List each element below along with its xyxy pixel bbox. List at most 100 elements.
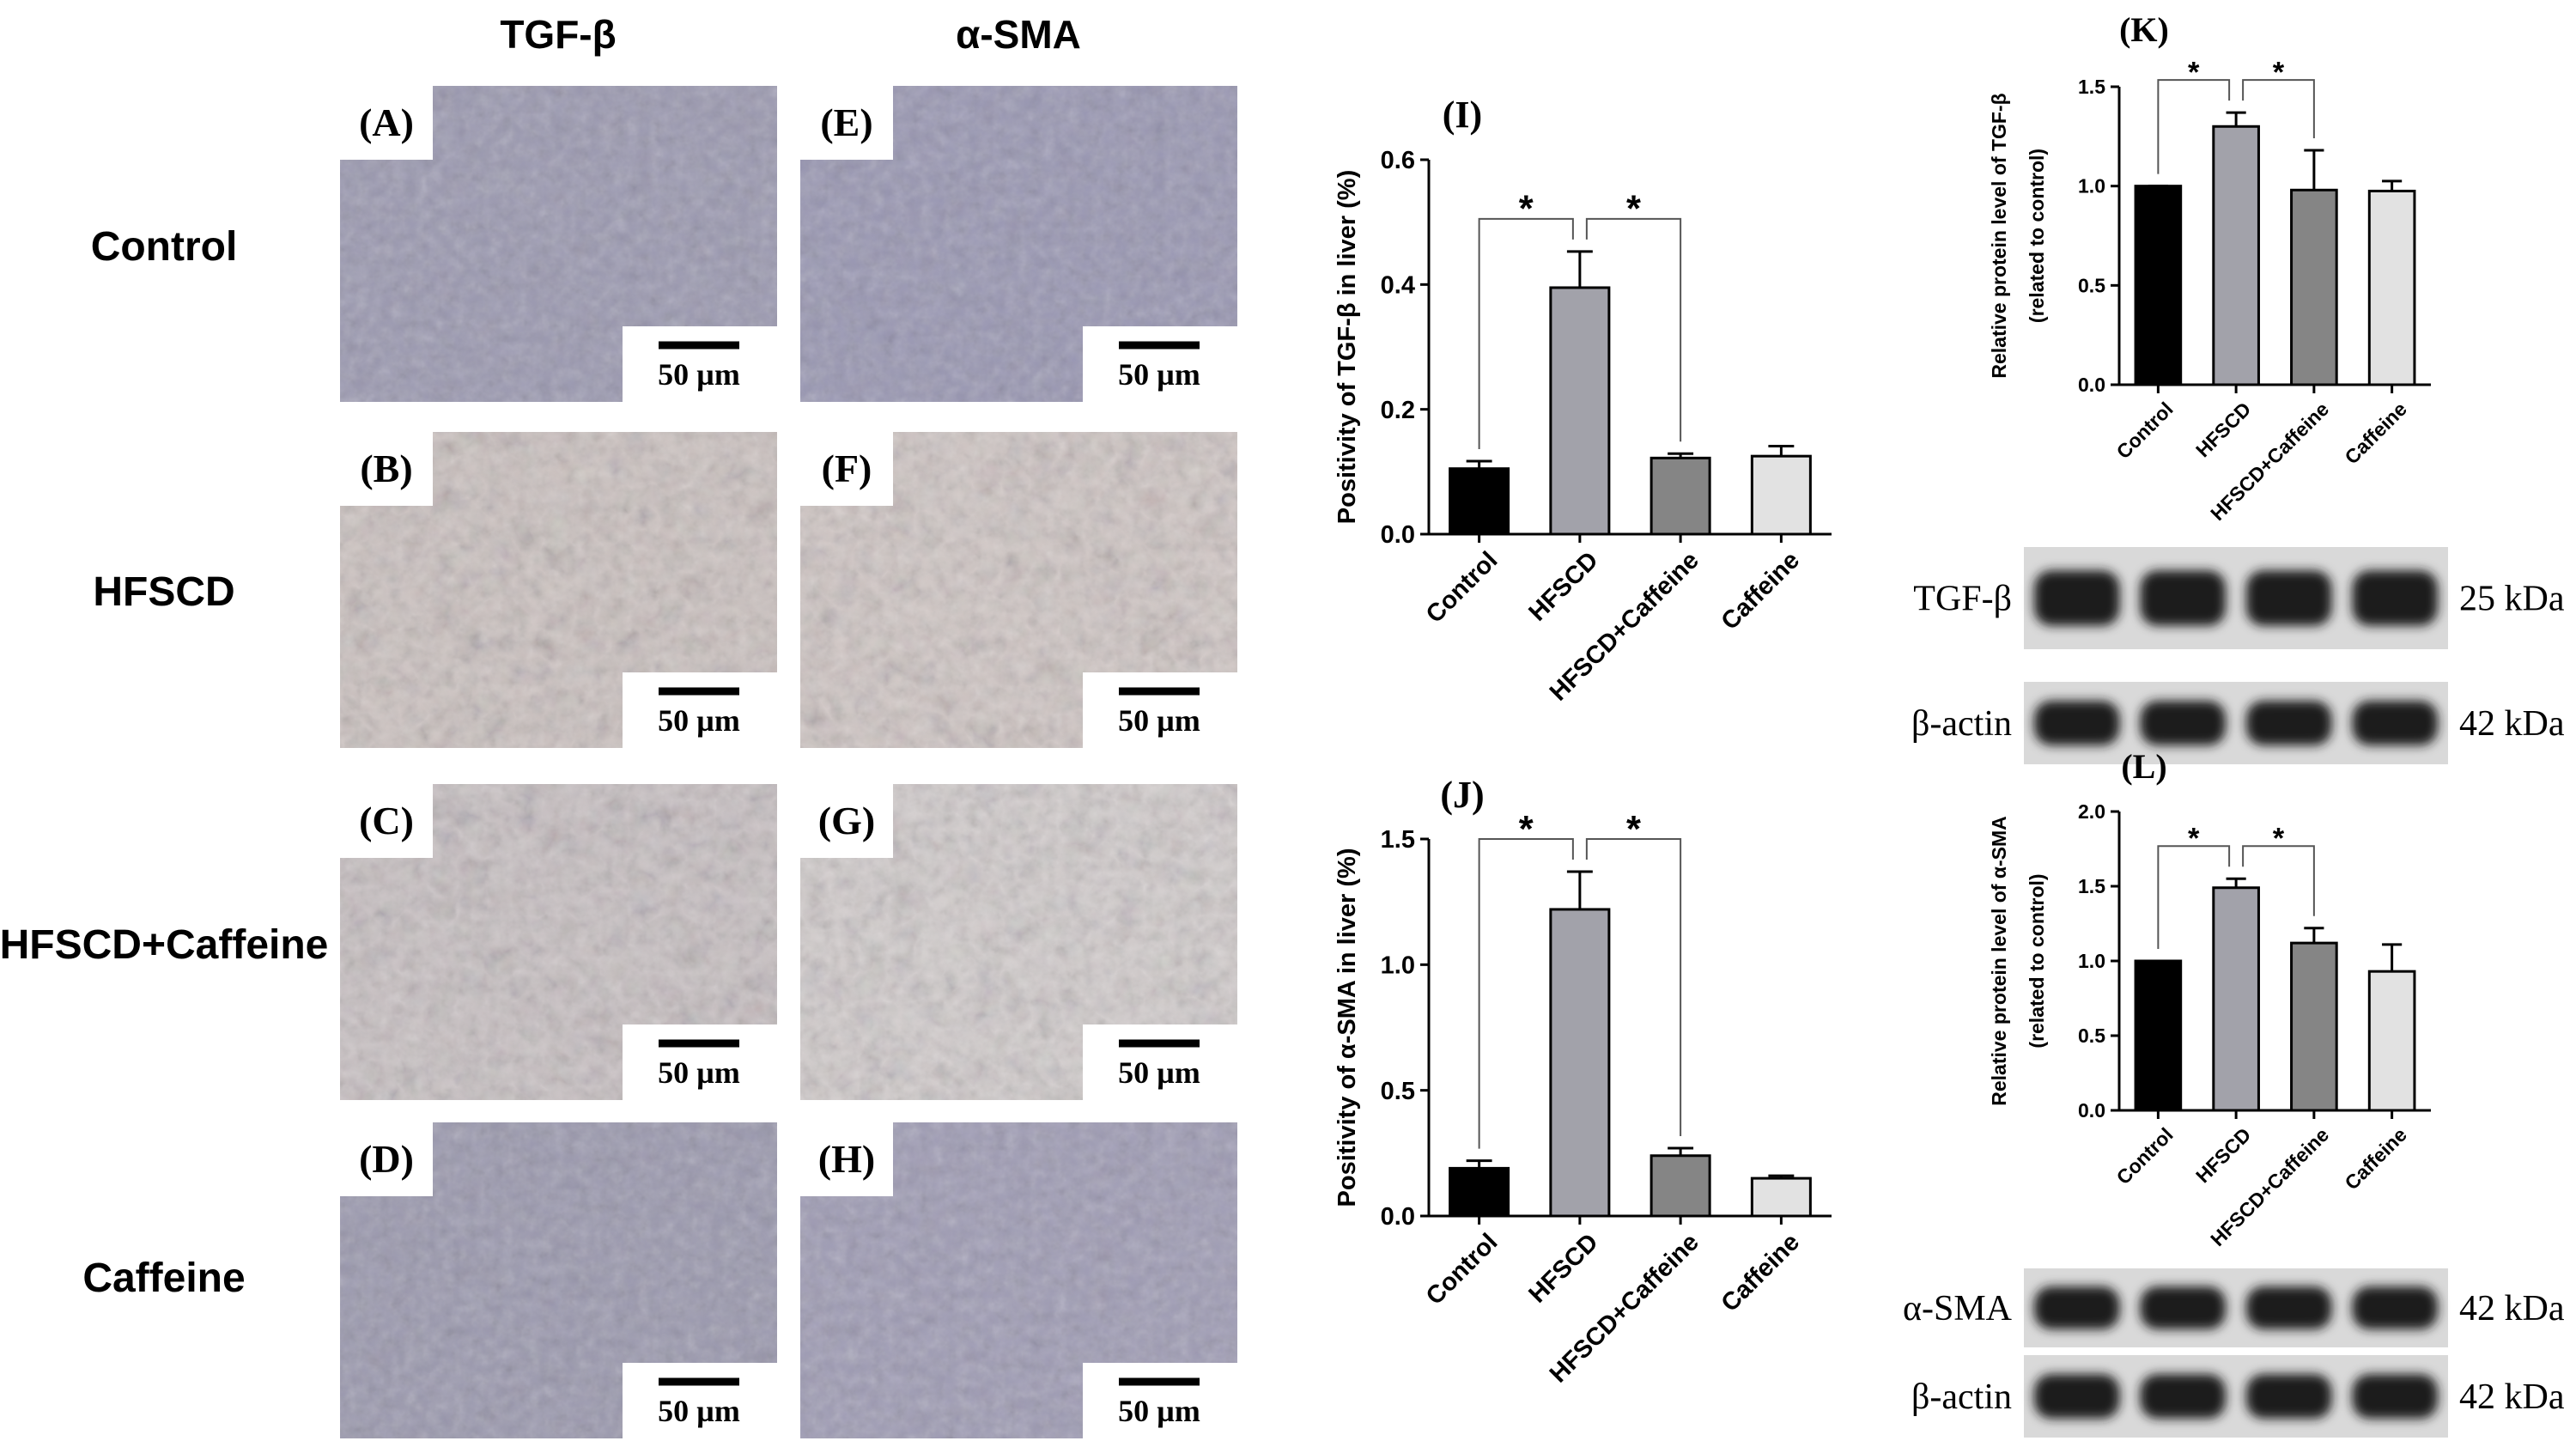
chart-title: (K): [2119, 10, 2169, 49]
bar: [1649, 456, 1711, 536]
scale-label: 50 µm: [658, 1394, 740, 1428]
label-box: [800, 784, 893, 858]
label-box: [340, 784, 433, 858]
row-label: HFSCD: [93, 569, 234, 615]
bar: [2212, 125, 2260, 386]
row-label: HFSCD+Caffeine: [0, 922, 328, 968]
significance-mark: *: [1519, 809, 1534, 850]
y-axis-label: Relative protein level of α-SMA: [1988, 816, 2010, 1106]
panel-letter: (B): [360, 447, 412, 490]
y-tick-label: 0.5: [2078, 1024, 2105, 1047]
blot: TGF-β 25 kDa: [1913, 547, 2565, 649]
blot-band: [2352, 701, 2438, 745]
blot-band: [2352, 570, 2438, 626]
blot-size: 42 kDa: [2459, 1377, 2565, 1417]
y-tick-label: 0.5: [2078, 274, 2105, 296]
blot-band: [2140, 570, 2226, 626]
label-box: [800, 86, 893, 160]
blot-band: [2140, 701, 2226, 745]
scale-box: [1083, 326, 1237, 402]
blot: β-actin 42 kDa: [1911, 1355, 2565, 1438]
bar: [2367, 189, 2416, 386]
blot-label: β-actin: [1911, 704, 2012, 744]
significance-bracket: [1478, 217, 1574, 449]
y-tick-label: 0.0: [1381, 521, 1415, 549]
micrograph: (G) 50 µm: [800, 784, 1237, 1100]
y-axis-label: (related to control): [2026, 149, 2048, 323]
label-box: [340, 86, 433, 160]
blot-label: α-SMA: [1903, 1289, 2013, 1328]
significance-mark: *: [2273, 823, 2285, 855]
bar: [1549, 286, 1611, 536]
scale-label: 50 µm: [658, 357, 740, 392]
panel-letter: (E): [820, 100, 872, 144]
scale-box: [623, 1363, 777, 1438]
significance-mark: *: [1626, 809, 1641, 850]
significance-bracket: [2242, 79, 2315, 139]
blot-label: TGF-β: [1913, 580, 2012, 619]
bar: [1750, 1176, 1812, 1218]
micrograph: (F) 50 µm: [800, 432, 1237, 748]
significance-bracket: [2242, 845, 2315, 916]
bar-chart: (K) Relative protein level of TGF-β (relat…: [1988, 10, 2431, 525]
x-tick-label: Caffeine: [2340, 398, 2411, 469]
blot-band: [2246, 701, 2332, 745]
x-tick-label: Control: [1421, 546, 1504, 629]
scale-box: [623, 326, 777, 402]
significance-mark: *: [1626, 189, 1641, 230]
y-axis-label: Positivity of α-SMA in liver (%): [1334, 848, 1361, 1207]
micrograph: (H) 50 µm: [800, 1122, 1237, 1438]
y-tick-label: 1.5: [1381, 826, 1415, 854]
bar: [1449, 467, 1510, 536]
label-box: [800, 1122, 893, 1196]
x-tick-label: Caffeine: [2340, 1123, 2411, 1195]
scale-label: 50 µm: [1118, 1394, 1200, 1428]
blot-band: [2140, 1286, 2226, 1329]
blot-band: [2352, 1286, 2438, 1329]
blot-band: [2034, 1374, 2120, 1419]
blot-label: β-actin: [1911, 1377, 2012, 1417]
micrograph: (B) 50 µm: [340, 432, 777, 748]
scale-label: 50 µm: [1118, 357, 1200, 392]
x-tick-label: Control: [2111, 1123, 2177, 1189]
significance-bracket: [2157, 79, 2231, 174]
column-header: α-SMA: [956, 12, 1081, 57]
blot-band: [2140, 1374, 2226, 1419]
y-tick-label: 0.2: [1381, 397, 1415, 424]
y-tick-label: 0.4: [1381, 271, 1415, 299]
bar: [2367, 970, 2416, 1112]
blot: α-SMA 42 kDa: [1903, 1268, 2565, 1347]
bar: [1549, 908, 1611, 1218]
bar: [2212, 886, 2260, 1112]
blot-size: 25 kDa: [2459, 580, 2565, 619]
x-tick-label: Caffeine: [1716, 1228, 1806, 1317]
y-axis-label: (related to control): [2026, 873, 2048, 1048]
micrograph: (E) 50 µm: [800, 86, 1237, 402]
panel-letter: (G): [818, 799, 875, 842]
significance-bracket: [1478, 838, 1574, 1149]
chart-title: (L): [2121, 747, 2166, 786]
significance-bracket: [1585, 838, 1682, 1136]
x-tick-label: HFSCD: [1523, 1228, 1603, 1308]
y-tick-label: 0.0: [2078, 1099, 2105, 1122]
y-axis-label: Positivity of TGF-β in liver (%): [1334, 170, 1361, 524]
scale-label: 50 µm: [658, 1055, 740, 1090]
micrograph: (D) 50 µm: [340, 1122, 777, 1438]
y-tick-label: 1.0: [2078, 175, 2105, 198]
x-tick-label: Control: [2111, 398, 2177, 463]
x-tick-label: Caffeine: [1716, 546, 1806, 635]
panel-letter: (D): [359, 1137, 414, 1181]
significance-mark: *: [2188, 56, 2200, 88]
row-label: Caffeine: [82, 1255, 245, 1301]
scale-label: 50 µm: [1118, 1055, 1200, 1090]
blot: β-actin 42 kDa: [1911, 682, 2565, 764]
blot-band: [2246, 1374, 2332, 1419]
bar: [2134, 185, 2183, 386]
y-tick-label: 0.0: [1381, 1203, 1415, 1231]
bar: [1649, 1154, 1711, 1218]
significance-bracket: [1585, 217, 1682, 442]
bar: [1750, 454, 1812, 536]
scale-box: [1083, 1024, 1237, 1100]
y-tick-label: 2.0: [2078, 800, 2105, 823]
